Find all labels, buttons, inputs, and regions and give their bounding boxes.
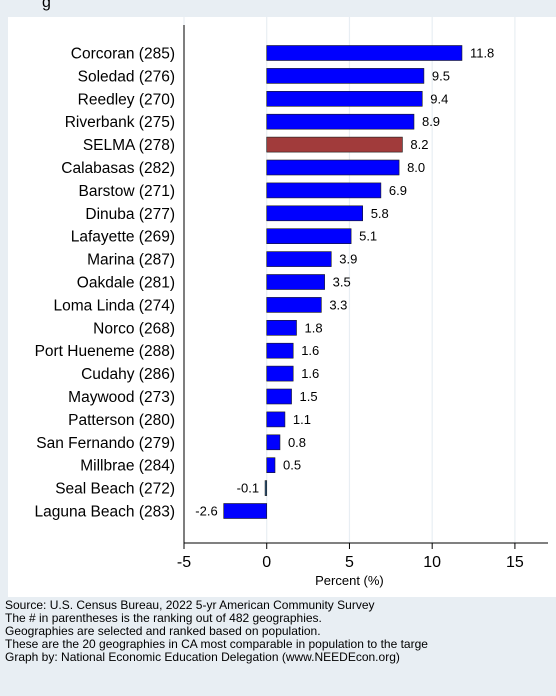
x-tick-label: 15	[506, 554, 524, 571]
value-label: -0.1	[237, 481, 259, 496]
bar	[266, 205, 363, 222]
category-label: Corcoran (285)	[71, 46, 175, 63]
category-label: Seal Beach (272)	[55, 481, 175, 498]
bar	[266, 45, 463, 61]
value-label: 5.1	[359, 229, 377, 244]
category-label: Laguna Beach (283)	[35, 504, 175, 521]
value-label: 1.6	[301, 366, 319, 381]
category-label: Port Hueneme (288)	[35, 343, 175, 360]
x-axis-title: Percent (%)	[315, 573, 384, 588]
bar	[266, 182, 382, 199]
value-label: 3.9	[339, 252, 357, 267]
category-label: Marina (287)	[87, 252, 175, 269]
chart-panel: 11.8 9.5 9.4 8.9 8.2 8.0 6.9 5.8 5.1 3.9 3.5 3.3 1.8…	[8, 17, 556, 597]
category-label: Loma Linda (274)	[54, 297, 176, 314]
bar	[266, 457, 276, 474]
category-label: San Fernando (279)	[36, 435, 175, 452]
x-axis: -5 0 5 10 15 Percent (%)	[177, 25, 548, 588]
bar	[266, 251, 332, 267]
footnote-comparable: These are the 20 geographies in CA most …	[5, 637, 428, 651]
category-label: Soledad (276)	[78, 68, 175, 85]
value-labels: 11.8 9.5 9.4 8.9 8.2 8.06.95.8 5.13.9 3.5 3.3 1.8…	[195, 46, 494, 519]
bar-chart: 11.8 9.5 9.4 8.9 8.2 8.06.95.8 5.13.9 3.5 3.3 1.8…	[35, 17, 548, 588]
footnotes: Source: U.S. Census Bureau, 2022 5-yr Am…	[5, 599, 428, 664]
footnote-selection: Geographies are selected and ranked base…	[5, 624, 321, 638]
bar	[266, 411, 286, 428]
bar	[266, 68, 425, 84]
bar	[266, 274, 325, 290]
value-label: 3.5	[333, 275, 351, 290]
value-label: 11.8	[470, 46, 494, 61]
bar	[266, 159, 400, 176]
footnote-ranking: The # in parentheses is the ranking out …	[5, 611, 322, 625]
category-label: Calabasas (282)	[61, 160, 175, 177]
category-labels: Corcoran (285) Soledad (276) Reedley (270)…	[35, 46, 175, 521]
category-label: Patterson (280)	[68, 412, 175, 429]
category-label: Oakdale (281)	[77, 275, 175, 292]
bar	[266, 136, 403, 153]
value-label: 8.0	[407, 160, 425, 175]
bar	[266, 365, 294, 382]
category-label: Millbrae (284)	[80, 458, 175, 475]
category-label: Norco (268)	[93, 320, 175, 337]
chart-title-fragment: g	[42, 0, 51, 11]
value-label: 5.8	[371, 206, 389, 221]
category-label: Reedley (270)	[78, 91, 175, 108]
category-label: Lafayette (269)	[71, 229, 175, 246]
value-label: 0.5	[283, 458, 301, 473]
bar	[223, 503, 268, 519]
footnote-source: Source: U.S. Census Bureau, 2022 5-yr Am…	[5, 598, 375, 612]
bar	[266, 342, 294, 359]
bar	[266, 434, 281, 451]
bar	[266, 228, 352, 244]
value-label: 3.3	[329, 297, 347, 312]
value-label: 1.5	[300, 389, 318, 404]
category-label: Dinuba (277)	[85, 206, 175, 223]
value-label: 8.9	[422, 114, 440, 129]
x-tick-label: 5	[345, 554, 354, 571]
x-tick-label: 0	[262, 554, 271, 571]
footnote-credit: Graph by: National Economic Education De…	[5, 650, 400, 664]
value-label: 9.5	[432, 68, 450, 83]
value-label: 9.4	[430, 91, 448, 106]
bar	[266, 388, 292, 405]
category-label: Barstow (271)	[79, 183, 175, 200]
bar	[264, 480, 268, 496]
value-label: -2.6	[195, 504, 217, 519]
value-label: 8.2	[410, 137, 428, 152]
bar	[266, 297, 322, 313]
bars	[223, 45, 463, 519]
value-label: 6.9	[389, 183, 407, 198]
bar	[266, 319, 297, 336]
category-label: Cudahy (286)	[81, 366, 175, 383]
category-label: Maywood (273)	[68, 389, 175, 406]
category-label: Riverbank (275)	[65, 114, 175, 131]
value-label: 1.6	[301, 343, 319, 358]
value-label: 1.8	[305, 320, 323, 335]
category-label: SELMA (278)	[83, 137, 175, 154]
x-tick-label: -5	[177, 554, 191, 571]
bar	[266, 113, 415, 130]
value-label: 0.8	[288, 435, 306, 450]
value-label: 1.1	[293, 412, 311, 427]
bar	[266, 91, 423, 107]
x-tick-label: 10	[423, 554, 441, 571]
